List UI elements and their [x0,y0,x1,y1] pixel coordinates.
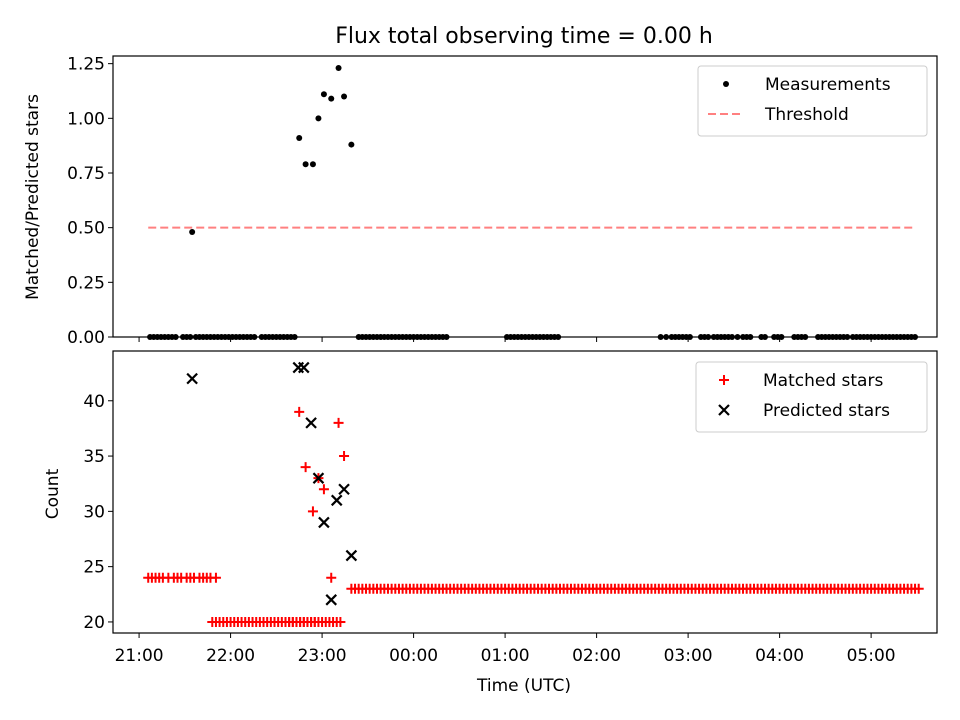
x-tick-label: 22:00 [206,646,255,666]
x-tick-label: 04:00 [755,646,804,666]
x-tick-label: 21:00 [115,646,164,666]
ylabel-top: Matched/Predicted stars [23,94,43,300]
matched-star-point [326,572,337,583]
legend-marker-predicted [718,404,730,416]
predicted-star-point [186,372,198,385]
matched-star-point [210,572,221,583]
ylabel-bottom: Count [43,468,63,519]
legend-box [695,361,928,433]
y-tick-label: 0.75 [67,164,105,184]
legend-marker-measurements [723,81,729,87]
legend-label: Measurements [765,75,891,95]
matched-star-point [300,462,311,473]
y-tick-label: 0.00 [67,328,105,348]
y-tick-label: 35 [83,447,105,467]
measurement-point [320,91,327,98]
x-tick-label: 23:00 [298,646,347,666]
measurement-point [302,161,309,168]
x-tick-label: 02:00 [572,646,621,666]
legend-box [697,65,928,137]
predicted-star-point [330,494,343,507]
measurement-point [189,229,196,236]
matched-star-point [294,406,305,417]
measurement-point [315,115,322,122]
measurement-point [348,141,355,148]
measurement-point [341,93,348,100]
predicted-star-point [305,417,317,429]
measurement-point [335,65,342,72]
y-tick-label: 1.25 [67,55,105,75]
y-tick-label: 40 [83,392,105,412]
legend-label: Predicted stars [763,401,890,421]
measurement-point [296,135,303,142]
y-tick-label: 0.25 [67,273,105,293]
predicted-star-point [338,483,350,496]
bottom-legend: Matched stars Predicted stars [695,361,928,433]
matched-star-point [333,417,344,428]
predicted-star-point [298,361,310,374]
x-tick-label: 03:00 [664,646,713,666]
legend-label: Matched stars [763,371,883,391]
predicted-star-point [312,472,325,484]
matched-star-point [307,506,318,517]
matched-star-point [339,451,350,462]
y-tick-label: 1.00 [67,109,105,129]
measurement-point [309,161,316,168]
x-tick-label: 00:00 [389,646,438,666]
chart-title: Flux total observing time = 0.00 h [335,24,713,49]
predicted-star-point [345,549,358,562]
legend-marker-matched [719,375,729,385]
matched-star-point [318,484,329,495]
matched-star-point [335,616,346,627]
y-tick-label: 30 [83,502,105,522]
y-tick-label: 0.50 [67,219,105,239]
y-tick-label: 20 [83,613,105,633]
y-tick-label: 25 [83,558,105,578]
top-legend: Measurements Threshold [697,65,928,137]
x-tick-label: 01:00 [481,646,530,666]
matched-star-point [913,583,924,594]
measurement-point [328,95,335,102]
bottom-axes: 20 25 30 35 40 21:00 22:00 23:00 00:00 01:00 02:00… [83,361,924,666]
x-tick-label: 05:00 [847,646,896,666]
legend-label: Threshold [764,105,849,125]
top-axes-frame [112,55,938,338]
predicted-star-point [318,516,330,529]
xlabel: Time (UTC) [476,676,571,696]
predicted-star-point [325,594,338,606]
bottom-axes-frame [112,350,938,634]
